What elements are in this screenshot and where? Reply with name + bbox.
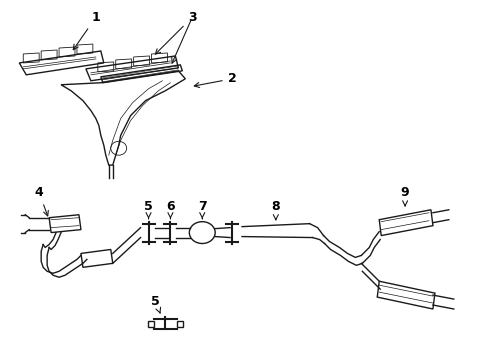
Text: 5: 5 xyxy=(151,294,161,313)
Bar xyxy=(177,321,183,327)
Text: 9: 9 xyxy=(401,186,410,206)
Text: 6: 6 xyxy=(166,200,175,219)
Text: 8: 8 xyxy=(271,200,280,220)
Text: 7: 7 xyxy=(198,200,207,219)
Text: 2: 2 xyxy=(194,72,237,87)
Text: 3: 3 xyxy=(155,11,196,54)
Bar xyxy=(147,321,153,327)
Text: 5: 5 xyxy=(144,200,153,219)
Text: 4: 4 xyxy=(35,186,49,216)
Text: 1: 1 xyxy=(74,11,100,50)
